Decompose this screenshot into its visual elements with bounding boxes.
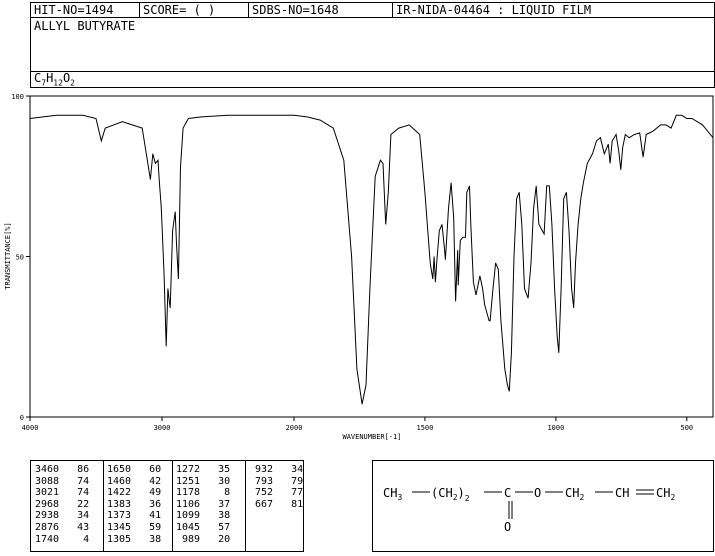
- peak-column: 932 34 793 79 752 77 667 81: [249, 464, 303, 510]
- peak-column: 1272 35 1251 30 1178 8 1106 37 1099 38 1045 5…: [176, 464, 230, 545]
- structural-formula: CH3 (CH2)2 C O O CH2 CH CH2: [383, 486, 675, 534]
- ester-oxygen: O: [534, 486, 541, 500]
- peak-row: 2876 43: [35, 521, 90, 533]
- peak-row: 1422 49: [107, 487, 162, 499]
- och2-group: CH2: [565, 486, 584, 502]
- vinyl-ch2-group: CH2: [656, 486, 675, 502]
- hit-number: HIT-NO=1494: [34, 3, 114, 17]
- peak-row: 932 34: [249, 464, 304, 475]
- peak-row: 1345 59: [107, 521, 162, 533]
- structure-box: CH3 (CH2)2 C O O CH2 CH CH2: [372, 460, 714, 552]
- x-tick-label: 500: [680, 424, 693, 432]
- peak-row: 989 20: [176, 533, 231, 545]
- y-axis-label: TRANSMITTANCE[%]: [4, 222, 12, 289]
- sdbs-number: SDBS-NO=1648: [252, 3, 339, 17]
- peak-row: 3460 86: [35, 464, 90, 475]
- peak-row: 793 79: [249, 475, 304, 487]
- x-axis-label: WAVENUMBER[-1]: [342, 433, 401, 441]
- peak-row: 1383 36: [107, 498, 162, 510]
- y-tick-label: 100: [11, 93, 24, 101]
- ch2-repeat-group: (CH2)2: [431, 486, 470, 503]
- peak-table-divider: [172, 461, 173, 551]
- peak-row: 1099 38: [176, 510, 231, 522]
- score: SCORE= ( ): [143, 3, 216, 17]
- carbonyl-carbon: C: [504, 486, 511, 500]
- peak-row: 1106 37: [176, 498, 231, 510]
- peak-row: 1373 41: [107, 510, 162, 522]
- peak-row: 1305 38: [107, 533, 162, 545]
- peak-row: 1045 57: [176, 521, 231, 533]
- peak-row: 1460 42: [107, 475, 162, 487]
- peak-row: 667 81: [249, 498, 304, 510]
- x-tick-label: 4000: [22, 424, 39, 432]
- peak-row: 3021 74: [35, 487, 90, 499]
- y-tick-label: 0: [20, 414, 24, 422]
- peak-table-divider: [245, 461, 246, 551]
- header-divider: [248, 3, 249, 17]
- peak-table: 3460 86 3088 74 3021 74 2968 22 2938 34 2876 …: [30, 460, 304, 552]
- header-bar: HIT-NO=1494 SCORE= ( ) SDBS-NO=1648 IR-N…: [30, 2, 715, 18]
- peak-row: 2938 34: [35, 510, 90, 522]
- peak-row: 1740 4: [35, 533, 90, 545]
- peak-row: 1650 60: [107, 464, 162, 475]
- vinyl-ch-group: CH: [615, 486, 629, 500]
- peak-table-divider: [103, 461, 104, 551]
- ir-info: IR-NIDA-04464 : LIQUID FILM: [396, 3, 592, 17]
- peak-row: 2968 22: [35, 498, 90, 510]
- header-divider: [139, 3, 140, 17]
- peak-row: 1178 8: [176, 487, 231, 499]
- x-tick-label: 1000: [547, 424, 564, 432]
- series-line: [29, 114, 714, 405]
- x-tick-label: 3000: [154, 424, 171, 432]
- y-tick-label: 50: [16, 254, 24, 262]
- ch3-group: CH3: [383, 486, 402, 502]
- x-tick-label: 2000: [286, 424, 303, 432]
- x-tick-label: 1500: [417, 424, 434, 432]
- carbonyl-oxygen: O: [504, 520, 511, 534]
- peak-row: 1272 35: [176, 464, 231, 475]
- peak-row: 752 77: [249, 487, 304, 499]
- compound-name: ALLYL BUTYRATE: [34, 19, 136, 33]
- peak-row: 3088 74: [35, 475, 90, 487]
- peak-column: 1650 60 1460 42 1422 49 1383 36 1373 41 1345 …: [107, 464, 161, 545]
- peak-row: 1251 30: [176, 475, 231, 487]
- peak-column: 3460 86 3088 74 3021 74 2968 22 2938 34 2876 …: [35, 464, 89, 545]
- molecular-formula: C7H12O2: [34, 71, 75, 88]
- header-divider: [392, 3, 393, 17]
